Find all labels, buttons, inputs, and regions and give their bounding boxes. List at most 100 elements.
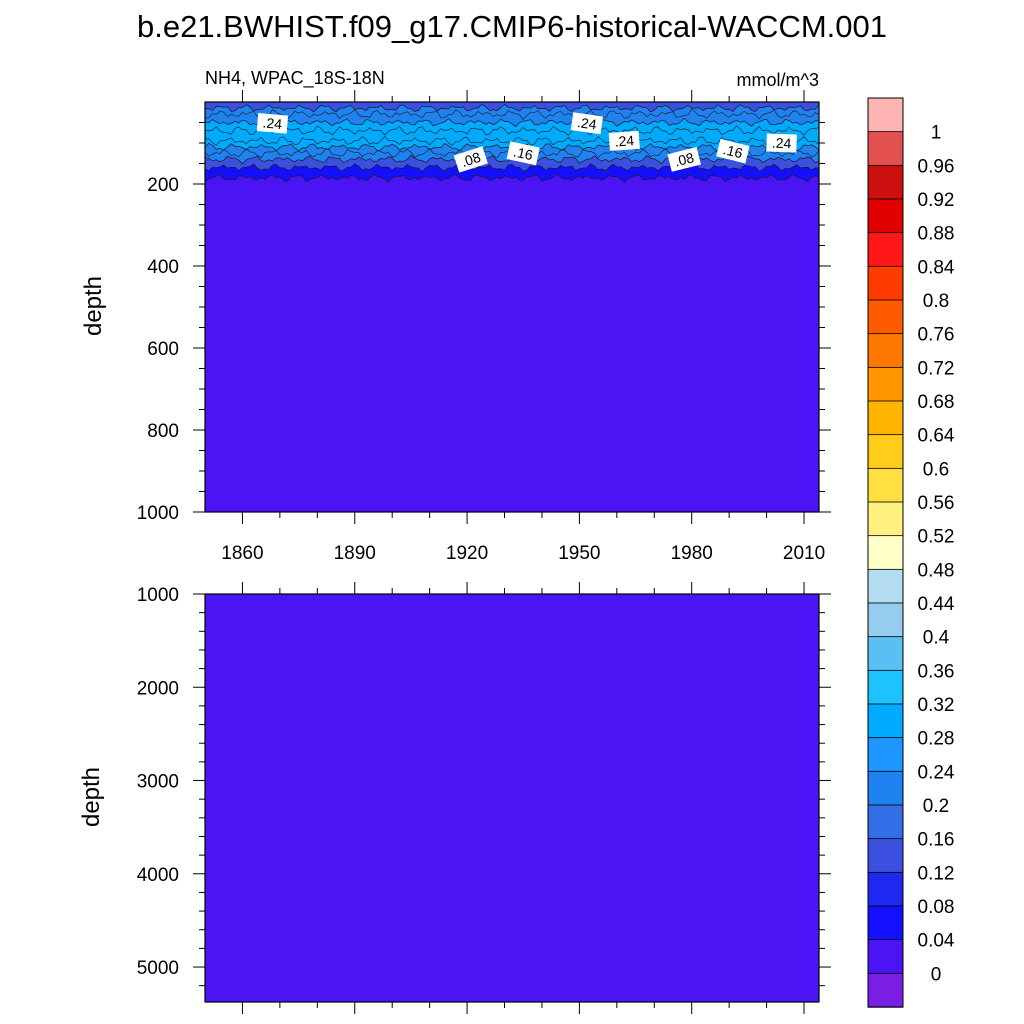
x-tick-label: 1860 xyxy=(221,543,263,564)
y-tick-label: 5000 xyxy=(137,958,179,979)
colorbar-label: 0.16 xyxy=(918,830,955,851)
colorbar-swatch xyxy=(867,972,904,1008)
bottom-panel-background xyxy=(205,594,819,1002)
contour-label-text: .08 xyxy=(459,149,483,170)
colorbar-label: 0.08 xyxy=(918,897,955,918)
contour-line xyxy=(205,108,819,120)
x-tick-label: 1950 xyxy=(558,543,600,564)
surface-layer xyxy=(205,118,819,151)
top-panel: .24 .24 .24 .24 .08 .16 .08 .16 1860 1890 1920 195… xyxy=(80,90,831,564)
contour-label-box xyxy=(667,147,701,172)
contour-label-text: .08 xyxy=(673,149,696,169)
colorbar-swatch xyxy=(867,299,904,335)
colorbar-label: 0.44 xyxy=(918,594,955,615)
contour-label: .24 xyxy=(570,112,604,135)
colorbar-swatch xyxy=(867,804,904,840)
x-tick-label: 1980 xyxy=(671,543,713,564)
contour-label-box xyxy=(608,130,640,151)
contour-labels: .24 .24 .24 .24 .08 .16 .08 .16 xyxy=(256,112,797,173)
contour-label-box xyxy=(506,141,540,166)
colorbar-label: 0.52 xyxy=(918,527,955,548)
contour-label-text: .16 xyxy=(512,143,535,163)
colorbar-swatch xyxy=(867,838,904,874)
colorbar-swatch xyxy=(867,164,904,200)
colorbar-swatch xyxy=(867,703,904,739)
bottom-panel-frame xyxy=(204,593,820,1003)
colorbar-swatch xyxy=(867,568,904,604)
colorbar-label: 0.56 xyxy=(918,493,955,514)
colorbar-swatch xyxy=(867,97,904,133)
y-tick-label: 2000 xyxy=(137,678,179,699)
colorbar-label: 0.04 xyxy=(918,931,955,952)
colorbar-label: 0.36 xyxy=(918,661,955,682)
y-tick-label: 800 xyxy=(147,421,179,442)
surface-layer xyxy=(205,102,819,112)
y-tick-label: 600 xyxy=(147,339,179,360)
colorbar-swatch xyxy=(867,501,904,537)
colorbar-swatch xyxy=(867,434,904,470)
colorbar-label: 0.92 xyxy=(918,190,955,211)
colorbar-swatch xyxy=(867,602,904,638)
colorbar-label: 1 xyxy=(931,123,942,144)
colorbar: 1 0.96 0.92 0.88 0.84 0.8 0.76 0.72 0.68 0.64 0.6 0… xyxy=(867,97,955,1008)
colorbar-label: 0.8 xyxy=(923,291,949,312)
chart-title: b.e21.BWHIST.f09_g17.CMIP6-historical-WA… xyxy=(137,9,887,44)
colorbar-swatch xyxy=(867,669,904,705)
contour-label: .08 xyxy=(453,146,488,173)
bottom-panel-ticks: 1000 2000 3000 4000 5000 xyxy=(137,582,831,1014)
contour-label: .24 xyxy=(766,133,797,153)
colorbar-swatch xyxy=(867,905,904,941)
colorbar-label: 0.48 xyxy=(918,560,955,581)
x-tick-label: 1920 xyxy=(446,543,488,564)
contour-label: .24 xyxy=(256,113,289,134)
bottom-panel: 1000 2000 3000 4000 5000 depth xyxy=(78,582,831,1014)
variable-label: NH4, WPAC_18S-18N xyxy=(205,68,385,89)
colorbar-swatch xyxy=(867,770,904,806)
colorbar-label: 0.12 xyxy=(918,863,955,884)
colorbar-label: 0.72 xyxy=(918,358,955,379)
top-y-axis-label: depth xyxy=(80,276,107,336)
colorbar-label: 0.28 xyxy=(918,729,955,750)
colorbar-swatch xyxy=(867,333,904,369)
contour-line xyxy=(205,125,819,136)
colorbar-label: 0.88 xyxy=(918,224,955,245)
colorbar-swatch xyxy=(867,232,904,268)
colorbar-swatch xyxy=(867,265,904,301)
colorbar-label: 0.68 xyxy=(918,392,955,413)
x-tick-label: 1890 xyxy=(334,543,376,564)
colorbar-label: 0.96 xyxy=(918,156,955,177)
contour-label-box xyxy=(716,138,750,164)
contour-line xyxy=(205,117,819,128)
colorbar-label: 0 xyxy=(931,964,942,985)
y-tick-label: 200 xyxy=(147,175,179,196)
colorbar-frame xyxy=(867,97,904,1008)
y-tick-label: 1000 xyxy=(137,585,179,606)
colorbar-label: 0.24 xyxy=(918,762,955,783)
contour-label-box xyxy=(570,112,604,135)
colorbar-label: 0.64 xyxy=(918,426,955,447)
colorbar-swatch xyxy=(867,636,904,672)
contour-line xyxy=(205,173,819,183)
y-tick-label: 1000 xyxy=(137,503,179,524)
contour-line xyxy=(205,163,819,172)
contour-label: .24 xyxy=(608,130,640,151)
y-tick-label: 400 xyxy=(147,257,179,278)
colorbar-swatch xyxy=(867,400,904,436)
colorbar-swatch xyxy=(867,737,904,773)
top-panel-ticks: 1860 1890 1920 1950 1980 2010 200 400 600 800 1000 xyxy=(137,90,831,564)
colorbar-label: 0.32 xyxy=(918,695,955,716)
x-tick-label: 2010 xyxy=(783,543,825,564)
contour-line xyxy=(205,103,819,113)
units-label: mmol/m^3 xyxy=(737,70,819,90)
colorbar-label: 0.76 xyxy=(918,325,955,346)
colorbar-swatch xyxy=(867,871,904,907)
contour-label: .08 xyxy=(667,147,701,172)
y-tick-label: 3000 xyxy=(137,772,179,793)
contour-label-text: .24 xyxy=(772,135,792,152)
colorbar-label: 0.84 xyxy=(918,257,955,278)
contour-label-text: .24 xyxy=(262,114,283,132)
contour-label-box xyxy=(453,146,488,173)
colorbar-swatch xyxy=(867,131,904,167)
colorbar-label: 0.6 xyxy=(923,459,949,480)
